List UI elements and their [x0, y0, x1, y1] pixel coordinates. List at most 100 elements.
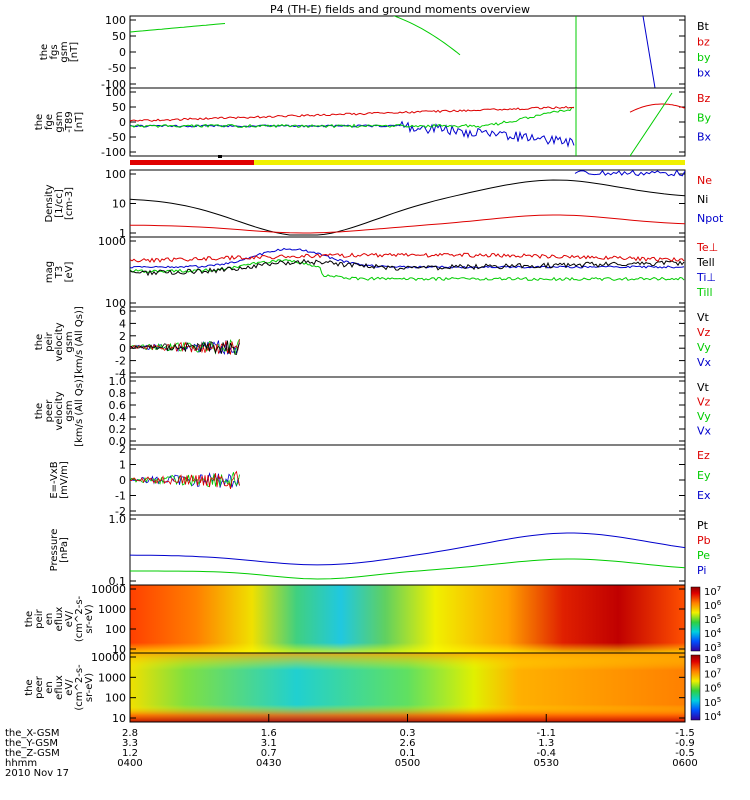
y-label-line: gsm — [59, 41, 70, 62]
y-tick-label: 1 — [119, 227, 126, 240]
x-row-value: -0.9 — [675, 738, 695, 749]
trace-bx — [642, 16, 656, 88]
legend-Tell: Tell — [696, 256, 715, 269]
x-row-value: 0430 — [256, 758, 281, 769]
y-label-line: [nPa] — [59, 537, 70, 563]
legend-Ti⊥: Ti⊥ — [696, 271, 716, 284]
y-tick-label: 2 — [119, 443, 126, 456]
y-tick-label: 0.4 — [109, 411, 127, 424]
trace-Pi — [130, 532, 685, 566]
colorbar — [690, 586, 701, 652]
y-label-line: [km/s (All Qs)] — [74, 375, 85, 447]
panel-frame — [129, 376, 686, 446]
y-tick-label: 1.0 — [109, 513, 127, 526]
trace-by — [130, 23, 226, 33]
legend-Ez: Ez — [697, 449, 710, 462]
colorbar-label: 106 — [704, 682, 722, 695]
y-label-line: -T89 — [64, 111, 75, 133]
y-tick-label: 100 — [105, 692, 126, 705]
trace-by-2 — [392, 16, 461, 56]
y-label-line: the — [34, 334, 45, 350]
y-label-line: peer — [34, 675, 45, 699]
legend-Pb: Pb — [697, 534, 711, 547]
y-label-line: the — [24, 679, 35, 695]
y-label-line: sr-eV) — [84, 604, 95, 633]
x-row-value: 0530 — [534, 758, 559, 769]
y-label-line: eV/ — [64, 610, 75, 627]
trace-noise — [130, 340, 240, 356]
trace-Ne — [130, 214, 685, 234]
x-row-value: 0500 — [395, 758, 420, 769]
legend-Vx: Vx — [697, 425, 712, 438]
legend-Vz: Vz — [697, 326, 711, 339]
legend-Bt: Bt — [697, 20, 710, 33]
y-label-line: T3 — [54, 266, 65, 279]
x-row-value: 0.1 — [400, 748, 416, 759]
trace-Npot — [574, 170, 685, 177]
y-axis-label: the fge gsm -T89 [nT] — [34, 111, 85, 133]
y-tick-label: 10 — [112, 712, 126, 725]
y-tick-label: 0 — [119, 342, 126, 355]
legend-Bz: Bz — [697, 92, 711, 105]
y-tick-label: 10000 — [91, 651, 126, 664]
panel-7: 2 1 0 -1 -2 E=-VxB [mV/m] Ez Ey Ex — [49, 443, 711, 518]
y-axis-label: the peer en eflux eV/(cm^2-s-sr-eV) — [24, 664, 95, 711]
y-axis-label: the peir velocity gsm [km/s (All Qs)] — [34, 306, 85, 378]
y-label-line: eflux — [54, 675, 65, 700]
legend-Ni: Ni — [697, 193, 708, 206]
y-label-line: peir — [34, 608, 45, 628]
legend-Te⊥: Te⊥ — [696, 241, 718, 254]
y-label-line: the — [39, 44, 50, 60]
traces — [130, 470, 240, 490]
x-row-label: the_Z-GSM — [5, 748, 60, 759]
legend-Ne: Ne — [697, 174, 712, 187]
spectrogram-shade — [130, 653, 685, 722]
y-tick-label: 100 — [105, 14, 126, 27]
colorbar-label: 107 — [704, 585, 721, 598]
x-row-value: 1.6 — [261, 728, 277, 739]
y-axis-label: the peer velocity gsm [km/s (All Qs)] — [34, 375, 85, 447]
y-label-line: en — [44, 681, 55, 694]
y-label-line: eV/ — [64, 679, 75, 696]
y-tick-label: 0.0 — [109, 435, 127, 448]
legend-Vy: Vy — [697, 341, 711, 354]
y-tick-label: 1000 — [98, 671, 126, 684]
y-label-line: eflux — [54, 607, 65, 632]
y-tick-label: 10000 — [91, 583, 126, 596]
traces — [130, 532, 685, 580]
y-label-line: sr-eV) — [84, 673, 95, 702]
legend-Vx: Vx — [697, 356, 712, 369]
chart-title: P4 (TH-E) fields and ground moments over… — [270, 3, 530, 16]
y-tick-label: 0.6 — [109, 399, 127, 412]
x-row-value: 2.6 — [400, 738, 416, 749]
y-label-line: Pressure — [49, 529, 60, 572]
x-row-value: -1.5 — [675, 728, 695, 739]
y-label-line: the — [24, 611, 35, 627]
legend-Pe: Pe — [697, 549, 710, 562]
y-tick-label: 100 — [105, 86, 126, 99]
y-label-line: mag — [44, 261, 55, 283]
trace-Bz — [130, 105, 575, 122]
colorbar — [690, 654, 701, 721]
y-label-line: velocity — [54, 322, 65, 361]
traces — [130, 88, 685, 156]
y-label-line: the — [34, 403, 45, 419]
panel-8: 1.0 0.1 Pressure [nPa] Pt Pb Pe Pi — [49, 513, 711, 588]
quality-bar-red — [130, 160, 254, 165]
trace-By — [130, 106, 575, 129]
trace-Ni — [130, 179, 685, 236]
x-row-value: 2.8 — [122, 728, 138, 739]
y-tick-label: 50 — [112, 101, 126, 114]
legend-Ey: Ey — [697, 469, 711, 482]
panel-frame — [129, 306, 686, 378]
y-label-line: gsm — [64, 331, 75, 352]
y-tick-label: 10 — [112, 643, 126, 656]
colorbar-label: 108 — [704, 653, 721, 666]
traces — [130, 247, 685, 282]
traces — [130, 170, 685, 236]
y-label-line: [cm-3] — [64, 187, 75, 220]
y-tick-label: -2 — [115, 355, 126, 368]
x-row-value: 0400 — [117, 758, 142, 769]
y-tick-label: 0 — [119, 46, 126, 59]
